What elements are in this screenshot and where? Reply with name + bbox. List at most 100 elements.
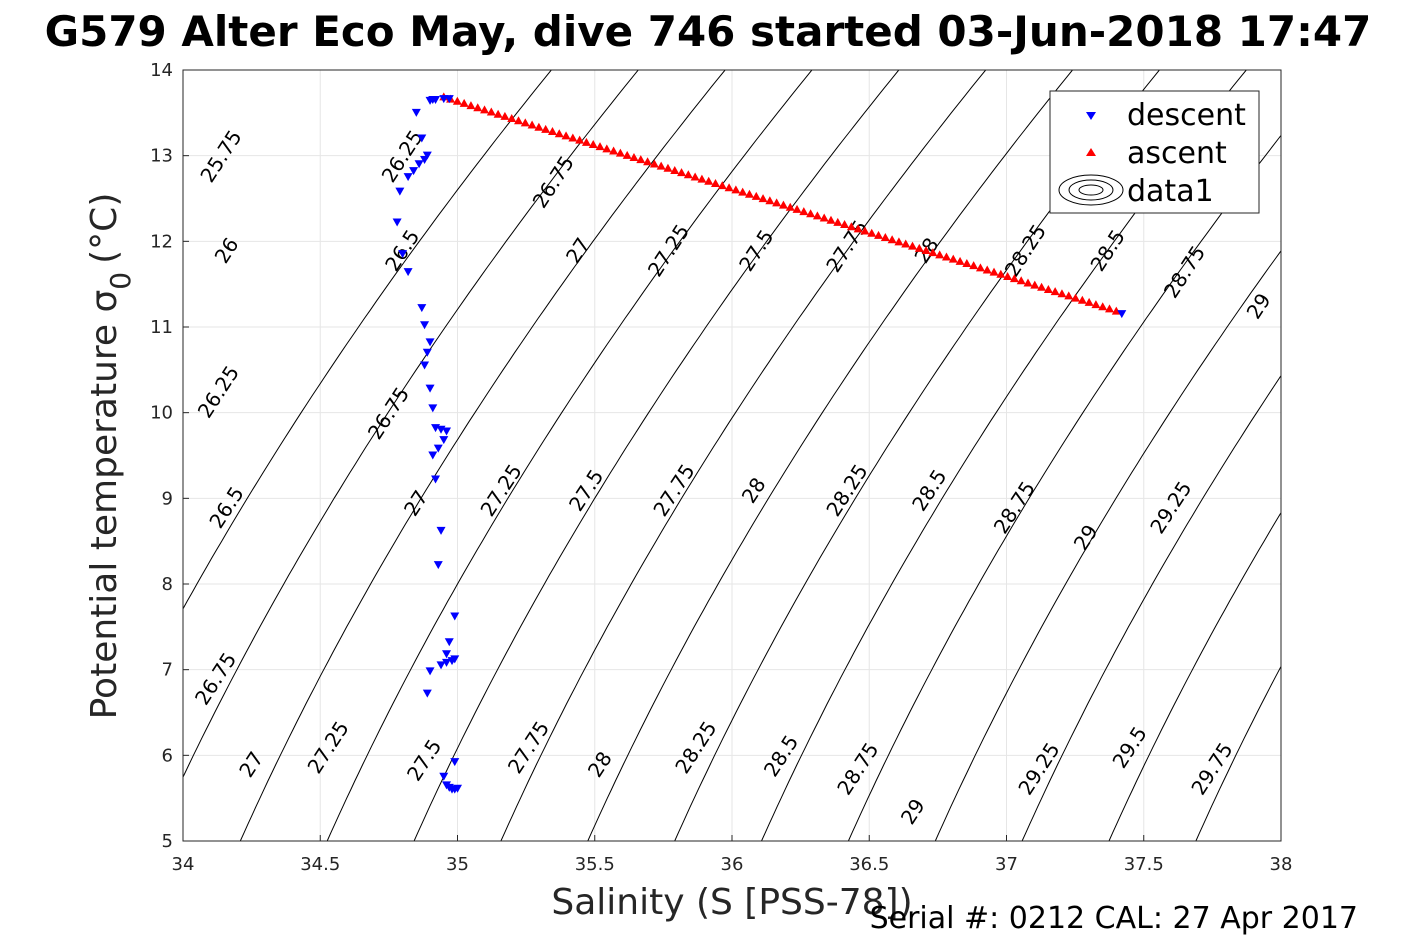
y-axis-label-main: Potential temperature σ xyxy=(84,290,125,720)
x-tick-label: 35.5 xyxy=(575,854,615,875)
ascent-point xyxy=(520,118,530,127)
descent-point xyxy=(422,151,432,160)
ascent-point xyxy=(1043,284,1053,293)
ascent-point xyxy=(452,96,462,105)
ascent-point xyxy=(962,258,972,267)
descent-point xyxy=(444,638,454,647)
descent-point xyxy=(420,361,430,370)
ascent-point xyxy=(595,142,605,151)
ascent-point xyxy=(697,174,707,183)
descent-point xyxy=(442,658,452,667)
ascent-point xyxy=(629,152,639,161)
ascent-point xyxy=(507,114,517,123)
ascent-point xyxy=(1016,276,1026,285)
ascent-point xyxy=(887,235,897,244)
descent-point xyxy=(422,348,432,357)
descent-point xyxy=(392,218,402,227)
contour-line xyxy=(934,250,1281,841)
ascent-point xyxy=(690,172,700,181)
y-tick-label: 6 xyxy=(162,745,173,766)
ascent-point xyxy=(975,263,985,272)
ascent-point xyxy=(1037,282,1047,291)
y-tick-label: 8 xyxy=(162,574,173,595)
ascent-point xyxy=(609,146,619,155)
ascent-point xyxy=(486,107,496,116)
descent-point xyxy=(450,612,460,621)
ascent-point xyxy=(941,252,951,261)
x-tick-label: 34 xyxy=(172,854,195,875)
descent-point xyxy=(428,95,438,104)
ascent-point xyxy=(819,213,829,222)
descent-point xyxy=(403,173,413,182)
ascent-series xyxy=(439,92,1121,315)
ascent-point xyxy=(1105,304,1115,313)
contour-line xyxy=(1021,374,1281,841)
ascent-point xyxy=(874,230,884,239)
descent-point xyxy=(436,661,446,670)
contour-line xyxy=(500,70,987,841)
descent-point xyxy=(395,187,405,196)
descent-point xyxy=(425,667,435,676)
ascent-point xyxy=(935,250,945,259)
ascent-point xyxy=(581,137,591,146)
ascent-point xyxy=(778,200,788,209)
descent-point xyxy=(398,250,408,259)
ascent-point xyxy=(996,269,1006,278)
ascent-point xyxy=(568,133,578,142)
ascent-point xyxy=(649,159,659,168)
contour-line xyxy=(183,70,552,610)
y-axis-label-unit: (°C) xyxy=(84,193,125,264)
svg-text:Potential temperature σ0(°C): Potential temperature σ0 (°C) xyxy=(84,193,137,720)
ascent-point xyxy=(1050,287,1060,296)
ascent-point xyxy=(928,248,938,257)
legend-contour-marker xyxy=(1058,174,1124,206)
ascent-point xyxy=(812,211,822,220)
y-tick-label: 10 xyxy=(150,403,173,424)
ascent-point xyxy=(1057,289,1067,298)
y-tick-label: 7 xyxy=(162,660,173,681)
ascent-point xyxy=(738,187,748,196)
ascent-point xyxy=(514,116,523,125)
ascent-point xyxy=(1077,295,1087,304)
ascent-point xyxy=(493,109,503,118)
ascent-point xyxy=(473,103,483,112)
ascent-point xyxy=(459,98,469,107)
y-tick-label: 13 xyxy=(150,146,173,167)
y-tick-label: 12 xyxy=(150,231,173,252)
ascent-point xyxy=(840,220,850,229)
ascent-point xyxy=(656,161,666,170)
y-tick-label: 14 xyxy=(150,60,173,81)
ascent-point xyxy=(724,183,734,192)
ascent-point xyxy=(547,127,557,136)
ascent-point xyxy=(1098,302,1108,311)
x-tick-label: 37.5 xyxy=(1124,854,1164,875)
descent-point xyxy=(433,444,443,453)
descent-point xyxy=(442,650,452,659)
ascent-point xyxy=(717,181,727,190)
ascent-point xyxy=(500,111,510,120)
descent-point xyxy=(433,561,443,570)
ascent-point xyxy=(806,209,816,218)
y-axis-label-sub: 0 xyxy=(104,272,137,290)
ascent-point xyxy=(1084,297,1094,306)
descent-point xyxy=(428,451,438,460)
descent-point xyxy=(450,758,460,767)
ascent-point xyxy=(989,267,999,276)
ascent-point xyxy=(704,176,714,185)
descent-point xyxy=(1117,310,1127,319)
ascent-point xyxy=(670,165,680,174)
descent-point xyxy=(414,160,424,169)
x-tick-label: 35 xyxy=(446,854,469,875)
ascent-point xyxy=(826,215,836,224)
contour-line xyxy=(413,70,900,841)
descent-point xyxy=(411,108,421,117)
ascent-point xyxy=(1064,291,1074,300)
ascent-point xyxy=(860,226,870,235)
contour-line xyxy=(183,70,639,779)
ascent-point xyxy=(867,228,877,237)
x-tick-label: 36 xyxy=(721,854,744,875)
ascent-point xyxy=(622,150,632,159)
ascent-point xyxy=(914,243,924,252)
legend-ascent-marker xyxy=(1086,148,1096,156)
